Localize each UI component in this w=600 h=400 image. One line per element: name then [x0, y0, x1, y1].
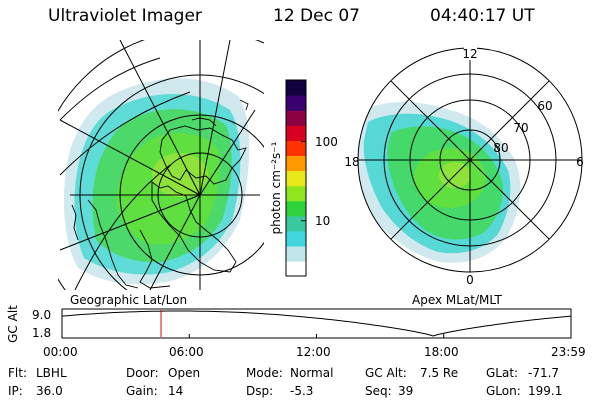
- altitude-x-ticks: [61, 334, 572, 338]
- colorbar-segment: [286, 80, 306, 96]
- filter-value: LBHL: [36, 366, 67, 380]
- mlat-label-60: 60: [537, 99, 552, 113]
- apex-grid: [357, 47, 583, 273]
- mlt-label-0: 0: [466, 273, 474, 287]
- gain-label: Gain:: [126, 384, 158, 398]
- mlt-12-label-bg: [464, 47, 477, 60]
- colorbar-frame: [285, 79, 307, 277]
- geographic-grid: [58, 40, 264, 290]
- colorbar-segment: [286, 245, 306, 262]
- colorbar-segment: [286, 170, 306, 187]
- door-label: Door:: [126, 366, 159, 380]
- geographic-map: [58, 40, 264, 290]
- colorbar: [285, 79, 307, 277]
- mode-label: Mode:: [246, 366, 283, 380]
- altitude-xtick-1200: 12:00: [296, 345, 331, 359]
- mode-value: Normal: [290, 366, 334, 380]
- colorbar-tick-100: 100: [315, 134, 338, 149]
- altitude-xtick-0000: 00:00: [43, 345, 78, 359]
- gc-alt-value: 7.5 Re: [420, 366, 459, 380]
- glon-label: GLon:: [486, 384, 521, 398]
- seq-value: 39: [398, 384, 414, 398]
- geographic-aurora: [63, 78, 250, 285]
- altitude-xtick-1800: 18:00: [424, 345, 459, 359]
- mlat-label-70: 70: [513, 121, 528, 135]
- colorbar-segment: [286, 185, 306, 202]
- mlt-label-18: 18: [344, 155, 359, 169]
- altitude-y-label: GC Alt: [5, 305, 20, 343]
- colorbar-segment: [286, 125, 306, 141]
- altitude-curve: [61, 310, 572, 337]
- apex-map: 12 18 6 0 60 70 80: [344, 47, 584, 287]
- date-label: 12 Dec 07: [273, 6, 360, 26]
- mlat-label-80: 80: [493, 141, 508, 155]
- geographic-caption: Geographic Lat/Lon: [70, 293, 188, 307]
- coastlines: [71, 99, 249, 289]
- colorbar-segment: [286, 155, 306, 172]
- door-value: Open: [168, 366, 201, 380]
- colorbar-segment: [286, 230, 306, 247]
- filter-label: Flt:: [8, 366, 27, 380]
- altitude-plot: [61, 308, 572, 339]
- colorbar-segment: [286, 110, 306, 126]
- time-label: 04:40:17 UT: [430, 6, 535, 26]
- colorbar-unit-label: photon cm⁻²s⁻¹: [269, 141, 283, 235]
- dsp-value: -5.3: [290, 384, 314, 398]
- altitude-ytick-max: 9.0: [32, 308, 52, 322]
- glon-value: 199.1: [528, 384, 563, 398]
- colorbar-segment: [286, 215, 306, 232]
- dsp-label: Dsp:: [246, 384, 274, 398]
- mlt-label-6: 6: [576, 155, 584, 169]
- altitude-xtick-0600: 06:00: [169, 345, 204, 359]
- instrument-title: Ultraviolet Imager: [48, 6, 202, 26]
- altitude-xtick-2359: 23:59: [551, 345, 586, 359]
- mlt-label-12: 12: [462, 47, 477, 61]
- altitude-ytick-min: 1.8: [32, 326, 52, 340]
- ip-value: 36.0: [36, 384, 63, 398]
- glat-value: -71.7: [528, 366, 560, 380]
- apex-aurora: [358, 102, 521, 263]
- colorbar-segment: [286, 200, 306, 217]
- colorbar-segment: [286, 95, 306, 111]
- altitude-plot-frame: [61, 308, 572, 339]
- colorbar-segment: [286, 140, 306, 156]
- apex-caption: Apex MLat/MLT: [412, 293, 502, 307]
- colorbar-tick-10: 10: [315, 213, 331, 228]
- gain-value: 14: [168, 384, 184, 398]
- glat-label: GLat:: [486, 366, 519, 380]
- colorbar-segment: [286, 260, 306, 277]
- ip-label: IP:: [8, 384, 23, 398]
- seq-label: Seq:: [365, 384, 392, 398]
- gc-alt-label: GC Alt:: [365, 366, 407, 380]
